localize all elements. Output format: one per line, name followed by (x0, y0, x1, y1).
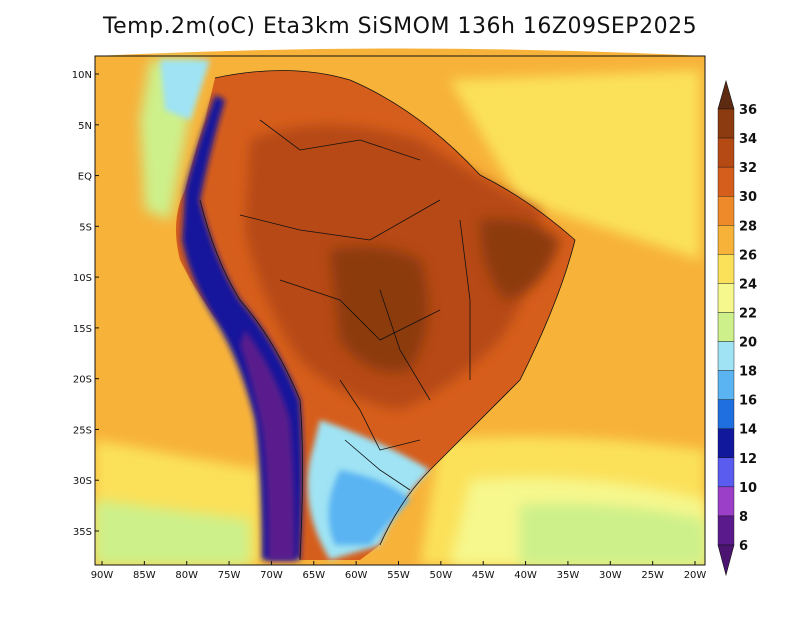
colorbar-segment (717, 457, 735, 488)
colorbar-label: 22 (739, 306, 757, 321)
northeast-peak-zone (480, 219, 560, 300)
lon-tick-label: 40W (514, 570, 537, 581)
map-title: Temp.2m(oC) Eta3km SiSMOM 136h 16Z09SEP2… (102, 14, 698, 39)
map-field (95, 48, 705, 565)
colorbar-overflow-arrow (717, 79, 735, 110)
lat-tick-label: 5S (79, 222, 92, 233)
andes-coldest-core (240, 330, 295, 560)
lon-tick-label: 70W (260, 570, 283, 581)
south-atlantic-cold (520, 504, 705, 565)
lon-tick-label: 30W (599, 570, 622, 581)
colorbar-label: 32 (739, 161, 757, 176)
lon-tick-label: 35W (557, 570, 580, 581)
lon-tick-label: 65W (302, 570, 325, 581)
lat-tick-label: EQ (78, 172, 92, 183)
colorbar-segment (717, 515, 735, 546)
lat-tick-label: 25S (73, 425, 92, 436)
colorbar-label: 6 (739, 539, 748, 554)
colorbar-label: 28 (739, 219, 757, 234)
map-frame (94, 55, 706, 566)
colorbar-label: 10 (739, 481, 757, 496)
pacific-north-cold (160, 60, 210, 120)
colorbar-segment (717, 137, 735, 168)
pantanal-peak-zone (330, 246, 428, 372)
north-atlantic-mid (450, 70, 700, 260)
colorbar-label: 8 (739, 510, 748, 525)
lon-tick-label: 85W (133, 570, 156, 581)
country-borders (199, 70, 576, 561)
latitude-axis: 10N 5N EQ 5S 10S 15S 20S 25S 30S 35S (72, 70, 99, 538)
lat-tick-label: 35S (73, 527, 92, 538)
lat-tick-label: 15S (73, 324, 92, 335)
colorbar-label: 18 (739, 365, 757, 380)
lon-tick-label: 50W (430, 570, 453, 581)
lon-tick-label: 90W (91, 570, 114, 581)
colorbar-segment (717, 312, 735, 342)
lat-tick-label: 10N (72, 70, 92, 81)
colorbar-segment (717, 486, 735, 517)
colorbar-label: 14 (739, 423, 757, 438)
colorbar-segment (717, 428, 735, 459)
colorbar-label: 20 (739, 336, 757, 351)
lon-tick-label: 25W (641, 570, 664, 581)
colorbar-segment (717, 254, 735, 284)
colorbar-label: 30 (739, 190, 757, 205)
southern-cone-cold (328, 470, 410, 545)
colorbar-label: 16 (739, 394, 757, 409)
lat-tick-label: 10S (73, 273, 92, 284)
colorbar-label: 24 (739, 277, 757, 292)
longitude-axis: 90W 85W 80W 75W 70W 65W 60W 55W 50W 45W 40W 35W 30W 2… (91, 561, 707, 581)
colorbar-label: 36 (739, 103, 757, 118)
lon-tick-label: 55W (387, 570, 410, 581)
colorbar-label: 26 (739, 248, 757, 263)
lon-tick-label: 80W (175, 570, 198, 581)
lon-tick-label: 60W (345, 570, 368, 581)
lat-tick-label: 20S (73, 375, 92, 386)
colorbar-segment (717, 399, 735, 429)
lon-tick-label: 20W (684, 570, 707, 581)
lat-tick-label: 5N (78, 121, 92, 132)
colorbar-segment (717, 166, 735, 197)
colorbar-underflow-arrow (717, 544, 735, 577)
lon-tick-label: 45W (472, 570, 495, 581)
colorbar-segment (717, 225, 735, 255)
colorbar-segment (717, 195, 735, 226)
colorbar-segment (717, 283, 735, 313)
colorbar-segment (717, 341, 735, 371)
colorbar: 36 34 32 30 28 26 24 22 20 18 16 14 12 10 8 6 (717, 79, 757, 577)
lat-tick-label: 30S (73, 476, 92, 487)
colorbar-segment (717, 108, 735, 139)
colorbar-segment (717, 370, 735, 400)
colorbar-label: 34 (739, 132, 757, 147)
lon-tick-label: 75W (218, 570, 241, 581)
colorbar-label: 12 (739, 452, 757, 467)
south-pacific-cool (95, 500, 250, 565)
